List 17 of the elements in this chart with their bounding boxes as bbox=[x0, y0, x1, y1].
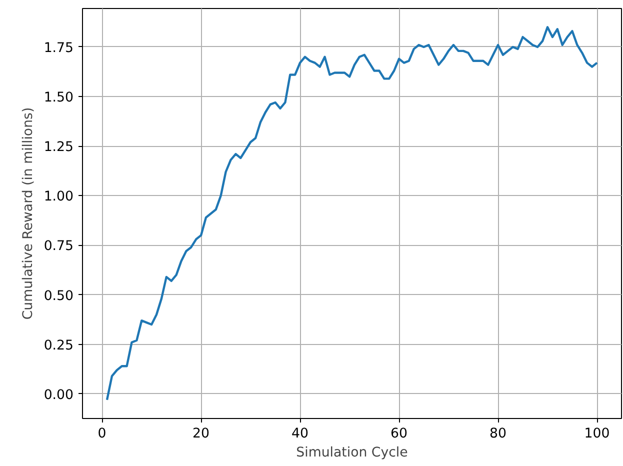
line-series bbox=[106, 26, 598, 401]
y-tick-label: 0.00 bbox=[44, 388, 74, 403]
y-axis-title: Cumulative Reward (in millions) bbox=[20, 107, 36, 320]
x-tick-label: 80 bbox=[490, 426, 506, 442]
y-tick-label: 1.50 bbox=[44, 90, 74, 106]
y-tick-label: 1.75 bbox=[44, 40, 74, 56]
x-tick-label: 100 bbox=[584, 426, 610, 442]
x-tick-label: 20 bbox=[192, 426, 210, 442]
y-tick-label: 0.75 bbox=[44, 239, 74, 254]
y-tick-label: 0.50 bbox=[44, 288, 74, 304]
x-tick-label: 0 bbox=[98, 426, 106, 442]
y-tick-label: 1.25 bbox=[44, 140, 74, 156]
x-tick-label: 60 bbox=[390, 426, 408, 442]
y-tick-label: 1.00 bbox=[44, 190, 74, 205]
y-tick-label: 0.25 bbox=[44, 338, 74, 354]
x-tick-label: 40 bbox=[292, 426, 309, 442]
x-axis-title: Simulation Cycle bbox=[296, 446, 408, 460]
